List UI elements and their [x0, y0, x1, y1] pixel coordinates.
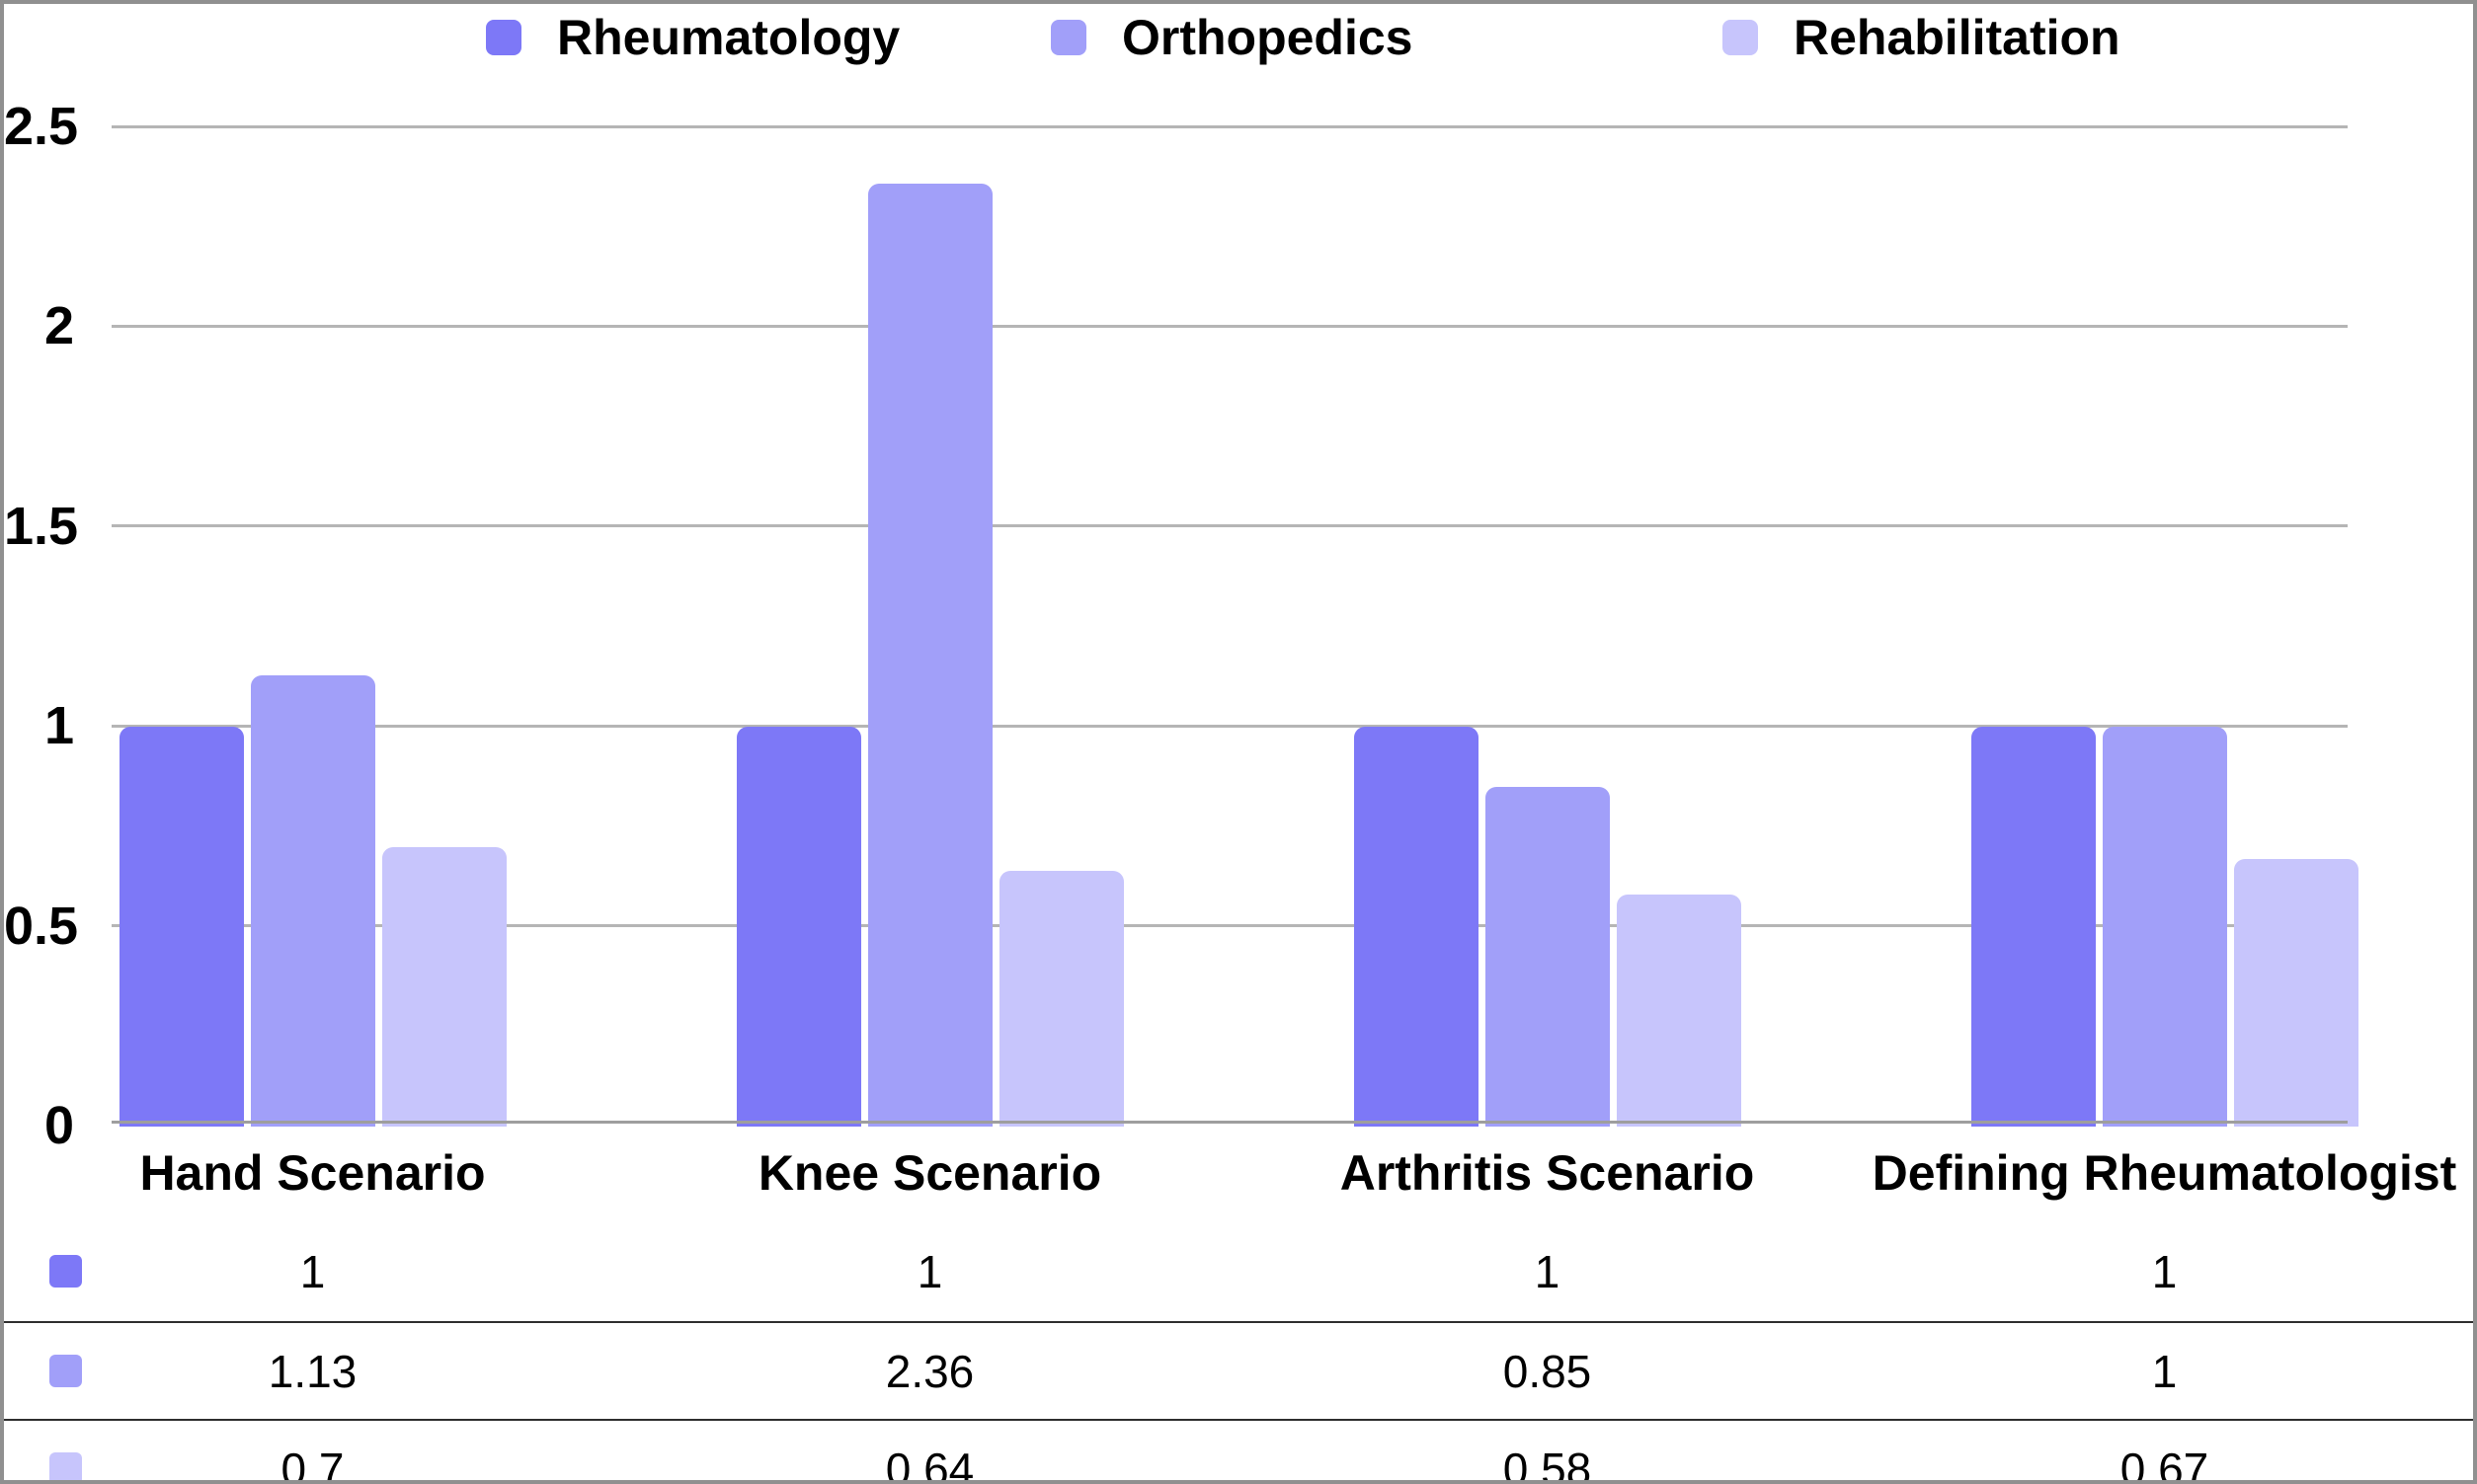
legend-label-rheumatology: Rheumatology	[557, 10, 901, 65]
category-labels: Hand Scenario Knee Scenario Arthritis Sc…	[4, 1141, 2473, 1205]
legend-label-rehabilitation: Rehabilitation	[1794, 10, 2120, 65]
value-rehabilitation-knee: 0.64	[885, 1443, 975, 1484]
legend-swatch-rehabilitation	[1722, 20, 1758, 55]
bar-orthopedics-knee-scenario	[867, 184, 993, 1127]
value-rehabilitation-defining: 0.67	[2119, 1443, 2209, 1484]
bar-group-knee-scenario	[621, 126, 1238, 1127]
row-swatch-rehabilitation	[49, 1451, 82, 1480]
gridline-1	[112, 725, 2348, 728]
legend-swatch-rheumatology	[486, 20, 521, 55]
value-rheumatology-arthritis: 1	[1534, 1245, 1560, 1297]
value-rheumatology-defining: 1	[2151, 1245, 2178, 1297]
value-orthopedics-defining: 1	[2151, 1345, 2178, 1397]
category-label-hand-scenario: Hand Scenario	[139, 1145, 486, 1201]
ytick-1: 1	[43, 696, 74, 755]
category-label-arthritis-scenario: Arthritis Scenario	[1339, 1145, 1755, 1201]
table-row-rehabilitation: 0.7 0.64 0.58 0.67	[4, 1419, 2473, 1484]
ytick-2: 2	[43, 296, 74, 355]
legend-swatch-orthopedics	[1051, 20, 1086, 55]
value-orthopedics-hand: 1.13	[268, 1345, 358, 1397]
value-orthopedics-arthritis: 0.85	[1502, 1345, 1592, 1397]
bar-rehabilitation-hand-scenario	[381, 847, 507, 1127]
gridline-1-5	[112, 524, 2348, 527]
bar-rheumatology-defining-rheumatologist	[1970, 727, 2096, 1127]
bar-rehabilitation-defining-rheumatologist	[2233, 859, 2358, 1127]
value-orthopedics-knee: 2.36	[885, 1345, 975, 1397]
table-row-rheumatology: 1 1 1 1	[4, 1221, 2473, 1321]
bar-group-hand-scenario	[4, 126, 621, 1127]
gridline-0-5	[112, 924, 2348, 927]
bar-rheumatology-arthritis-scenario	[1353, 727, 1478, 1127]
bar-rheumatology-hand-scenario	[119, 727, 244, 1127]
value-rehabilitation-arthritis: 0.58	[1502, 1443, 1592, 1484]
legend-item-rehabilitation: Rehabilitation	[1722, 10, 2120, 65]
bar-orthopedics-arthritis-scenario	[1484, 787, 1610, 1127]
bar-orthopedics-hand-scenario	[250, 675, 375, 1127]
row-swatch-orthopedics	[49, 1354, 82, 1387]
ytick-1-5: 1.5	[4, 497, 79, 556]
plot-area	[112, 125, 2348, 1126]
category-label-knee-scenario: Knee Scenario	[758, 1145, 1102, 1201]
gridline-2-5	[112, 125, 2348, 128]
value-rehabilitation-hand: 0.7	[280, 1443, 345, 1484]
bar-rehabilitation-knee-scenario	[999, 871, 1124, 1127]
ytick-0: 0	[43, 1096, 74, 1155]
ytick-2-5: 2.5	[4, 97, 79, 156]
legend-item-orthopedics: Orthopedics	[1051, 10, 1412, 65]
bar-rehabilitation-arthritis-scenario	[1616, 895, 1741, 1127]
ytick-0-5: 0.5	[4, 897, 79, 956]
value-rheumatology-hand: 1	[299, 1245, 326, 1297]
legend-label-orthopedics: Orthopedics	[1122, 10, 1413, 65]
bar-rheumatology-knee-scenario	[736, 727, 861, 1127]
value-rheumatology-knee: 1	[917, 1245, 943, 1297]
data-table: 1 1 1 1 1.13 2.36 0.85 1 0.7 0.64 0.58 0…	[4, 1221, 2473, 1484]
bar-group-arthritis-scenario	[1238, 126, 1856, 1127]
table-row-orthopedics: 1.13 2.36 0.85 1	[4, 1321, 2473, 1419]
legend-item-rheumatology: Rheumatology	[486, 10, 900, 65]
category-label-defining-rheumatologist: Defining Rheumatologist	[1872, 1145, 2457, 1201]
x-axis-line	[112, 1121, 2348, 1124]
bar-groups	[4, 126, 2473, 1127]
bar-orthopedics-defining-rheumatologist	[2102, 727, 2227, 1127]
bar-group-defining-rheumatologist	[1856, 126, 2473, 1127]
row-swatch-rheumatology	[49, 1254, 82, 1288]
gridline-2	[112, 325, 2348, 328]
